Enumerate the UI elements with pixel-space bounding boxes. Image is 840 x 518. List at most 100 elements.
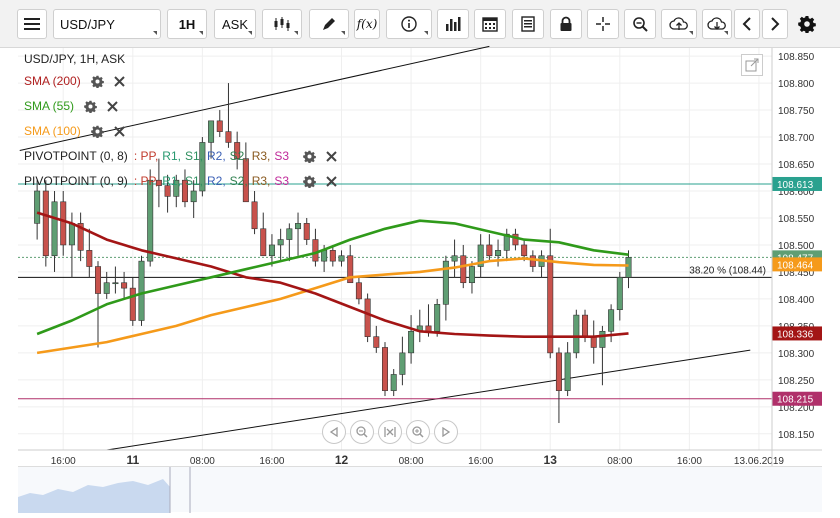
y-tick-label: 108.700 (778, 133, 815, 144)
pan-left-button[interactable] (322, 420, 346, 444)
time-axis: 16:00 11 08:00 16:00 12 08:00 16:00 13 08:00 16:0… (51, 453, 785, 466)
pivot2-s2: S2, (229, 174, 248, 188)
info-icon (401, 16, 417, 32)
fit-icon (384, 427, 396, 437)
candle-body (312, 239, 319, 262)
pivot1-label: PIVOTPOINT (0, 8) (24, 149, 128, 163)
candle-body (582, 314, 589, 337)
chevron-right-icon (771, 17, 780, 31)
download-button[interactable] (702, 9, 732, 39)
settings-button[interactable] (794, 9, 820, 39)
chart-type-button[interactable] (262, 9, 302, 39)
scroll-left-button[interactable] (734, 9, 760, 39)
pivot2-remove-button[interactable] (326, 175, 337, 187)
lock-button[interactable] (550, 9, 582, 39)
expand-icon (745, 58, 759, 72)
candle-body (590, 336, 597, 348)
candle-body (95, 266, 102, 294)
timeframe-selector[interactable]: 1H (167, 9, 207, 39)
x-tick-label: 16:00 (51, 456, 76, 466)
symbol-label: USD/JPY (60, 16, 115, 32)
candle-body (599, 330, 606, 348)
chevron-left-icon (742, 17, 751, 31)
legend-pivot2: PIVOTPOINT (0, 9) : PP, R1, S1, R2, S2, R3, S3 (24, 174, 337, 188)
pivot2-settings-button[interactable] (303, 175, 316, 188)
scroll-right-button[interactable] (762, 9, 788, 39)
y-tick-label: 108.800 (778, 79, 815, 90)
candle-body (147, 179, 154, 262)
price-tag-label: 108.613 (777, 180, 814, 191)
volume-button[interactable] (437, 9, 469, 39)
sma55-label: SMA (55) (24, 99, 75, 113)
legend-sma200: SMA (200) (24, 74, 125, 88)
sma200-remove-button[interactable] (113, 75, 125, 87)
gear-icon (303, 175, 316, 188)
pivot1-pp: : PP, (133, 149, 159, 163)
price-tag (772, 391, 822, 406)
gear-icon (84, 100, 97, 113)
info-button[interactable] (386, 9, 432, 39)
candle-body (382, 347, 388, 391)
candle-body (434, 304, 441, 332)
pivot2-r1: R1, (162, 174, 181, 188)
symbol-selector[interactable]: USD/JPY (53, 9, 161, 39)
pan-right-button[interactable] (434, 420, 458, 444)
sma55-settings-button[interactable] (84, 100, 97, 113)
close-icon (113, 125, 125, 137)
upload-button[interactable] (661, 9, 697, 39)
price-axis: 108.850 108.800 108.750 108.700 108.650 108.6… (778, 52, 815, 441)
navigator-overview[interactable] (18, 466, 822, 513)
candle-body (234, 142, 241, 159)
candle-body (521, 244, 528, 257)
pivot1-s2: S2, (229, 149, 248, 163)
zoom-in-button[interactable] (406, 420, 430, 444)
crosshair-button[interactable] (587, 9, 619, 39)
x-tick-label: 13 (544, 453, 558, 466)
pivot1-remove-button[interactable] (326, 150, 337, 162)
drawing-tools-button[interactable] (309, 9, 349, 39)
volume-bars-icon (446, 17, 461, 31)
report-button[interactable] (512, 9, 544, 39)
zoom-out-button[interactable] (350, 420, 374, 444)
sma200-settings-button[interactable] (90, 75, 104, 88)
legend-pivot1: PIVOTPOINT (0, 8) : PP, R1, S1, R2, S2, R3, S3 (24, 149, 337, 163)
price-chart[interactable]: 38.20 % (108.44) 108.850108.800108.75010… (0, 0, 840, 466)
price-type-selector[interactable]: ASK (214, 9, 256, 39)
zoom-button[interactable] (624, 9, 656, 39)
candle-body (355, 282, 362, 300)
candle-body (477, 244, 484, 267)
candle-body (468, 266, 475, 284)
gear-icon (90, 75, 104, 88)
candle-body (42, 190, 49, 257)
pencil-icon (323, 18, 335, 30)
candle-body (347, 255, 354, 284)
price-tag-label: 108.464 (777, 260, 814, 271)
candle-body (625, 257, 632, 278)
gear-icon (303, 150, 316, 163)
sma55-remove-button[interactable] (107, 100, 118, 112)
calendar-button[interactable] (474, 9, 506, 39)
candle-body (34, 190, 41, 224)
candle-body (216, 120, 223, 132)
candle-body (268, 244, 275, 257)
sma100-remove-button[interactable] (113, 125, 125, 137)
x-tick-label: 11 (126, 453, 139, 466)
indicators-button[interactable]: f(x) (354, 9, 380, 39)
candle-body (512, 233, 519, 246)
reset-zoom-button[interactable] (378, 420, 402, 444)
triangle-left-icon (329, 427, 338, 437)
candle-body (399, 352, 406, 375)
x-tick-label: 13.06.2019 (734, 456, 784, 466)
candle-body (486, 244, 493, 257)
candle-body (303, 223, 310, 240)
hamburger-menu-button[interactable] (17, 9, 47, 39)
price-tag (772, 257, 822, 272)
sma100-settings-button[interactable] (90, 125, 104, 138)
cloud-upload-icon (669, 17, 688, 30)
candle-body (564, 352, 571, 391)
chart-navigation (322, 420, 458, 444)
candle-body (555, 352, 562, 391)
pivot1-settings-button[interactable] (303, 150, 316, 163)
candle-body (129, 287, 136, 321)
expand-chart-button[interactable] (741, 54, 763, 76)
